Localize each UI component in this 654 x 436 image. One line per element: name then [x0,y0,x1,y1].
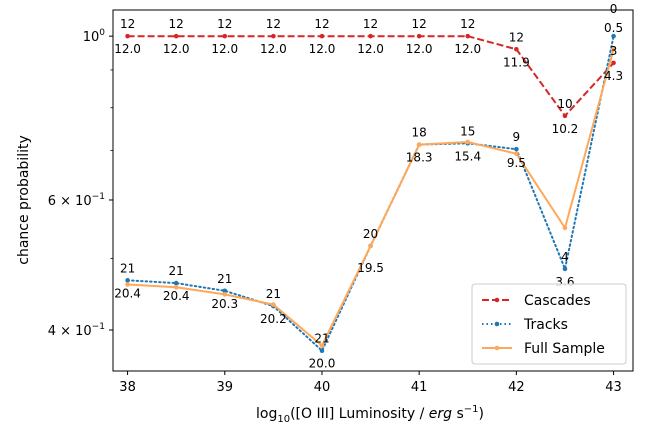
track-count-label: 21 [314,332,329,346]
data-point [416,142,422,147]
cascade-expected-label: 12.0 [309,42,336,56]
track-expected-label: 15.4 [454,149,481,163]
x-tick-label: 42 [508,380,525,395]
x-tick-label: 39 [217,380,234,395]
data-point [514,146,519,152]
cascade-expected-label: 10.2 [552,122,579,136]
track-expected-label: 20.4 [114,286,141,300]
data-point [562,225,568,231]
track-expected-label: 20.4 [163,289,190,303]
track-expected-label: 20.0 [309,357,336,371]
cascade-expected-label: 12.0 [211,42,238,56]
x-tick-label: 40 [314,380,331,395]
x-tick-label: 38 [119,380,136,395]
data-point [514,46,519,52]
x-axis-label: log10([O III] Luminosity / erg s−1) [256,404,484,425]
track-count-label: 20 [363,227,378,241]
cascade-count-label: 12 [314,17,329,31]
data-point [125,278,130,283]
legend-box [471,283,627,365]
track-count-label: 15 [460,124,475,138]
legend-label: Tracks [523,317,568,333]
data-point [368,243,373,249]
data-point [416,33,422,39]
cascade-count-label: 12 [217,17,232,31]
legend-marker [494,321,500,327]
y-tick-label: 100 [83,28,106,45]
data-point [125,282,130,287]
x-tick-label: 41 [411,380,428,395]
data-point [611,60,616,66]
cascade-count-label: 12 [169,17,184,31]
cascade-expected-label: 12.0 [114,42,141,56]
y-axis-label: chance probability [16,135,32,264]
cascade-count-label: 10 [557,97,572,111]
data-point [222,292,228,297]
data-point [173,33,179,39]
data-point [465,139,471,145]
data-point [562,266,568,272]
data-point [611,33,616,39]
data-point [271,302,276,307]
track-expected-label: 18.3 [406,151,433,165]
plot-frame [112,9,634,372]
data-point [319,348,325,354]
data-point [514,151,519,157]
track-count-label: 21 [217,272,232,286]
track-expected-label: 0.5 [604,21,623,35]
cascade-expected-label: 12.0 [454,42,481,56]
cascade-count-label: 12 [509,30,524,44]
cascade-count-label: 12 [412,17,427,31]
series-full-sample [125,46,616,348]
track-expected-label: 20.2 [260,312,287,326]
track-expected-label: 20.3 [211,297,238,311]
data-point [222,33,228,39]
data-point [271,33,276,39]
track-count-label: 21 [169,264,184,278]
cascade-expected-label: 11.9 [503,55,530,69]
cascade-count-label: 12 [363,17,378,31]
cascade-expected-label: 4.3 [604,69,623,83]
cascade-count-label: 12 [266,17,281,31]
track-count-label: 21 [120,261,135,275]
cascade-count-label: 12 [120,17,135,31]
track-expected-label: 9.5 [507,156,526,170]
track-count-label: 4 [561,250,569,264]
data-point [562,113,568,119]
data-point [222,288,228,294]
cascade-count-label: 12 [460,17,475,31]
track-count-label: 21 [266,287,281,301]
data-point [173,280,179,286]
cascade-expected-label: 12.0 [406,42,433,56]
series-cascades [125,33,616,119]
cascade-expected-label: 12.0 [260,42,287,56]
x-tick-label: 43 [605,380,622,395]
legend-marker [494,345,500,351]
y-tick-label: 4 × 10−1 [48,322,105,339]
track-count-label: 9 [513,130,521,144]
data-point [125,33,130,39]
legend-marker [494,297,500,303]
data-point [465,33,471,39]
legend-label: Full Sample [524,341,605,357]
track-count-label: 0 [610,2,618,16]
data-point [611,46,616,52]
y-tick-label: 6 × 10−1 [48,192,105,209]
data-point [368,33,373,39]
legend-label: Cascades [524,293,591,309]
legend: Cascades Tracks Full Sample [471,283,627,365]
cascade-expected-label: 12.0 [357,42,384,56]
track-expected-label: 19.5 [357,261,384,275]
data-point [319,343,325,348]
cascade-expected-label: 12.0 [163,42,190,56]
data-point [319,33,325,39]
track-count-label: 18 [412,126,427,140]
data-point [173,284,179,290]
cascade-count-label: 3 [610,44,618,58]
